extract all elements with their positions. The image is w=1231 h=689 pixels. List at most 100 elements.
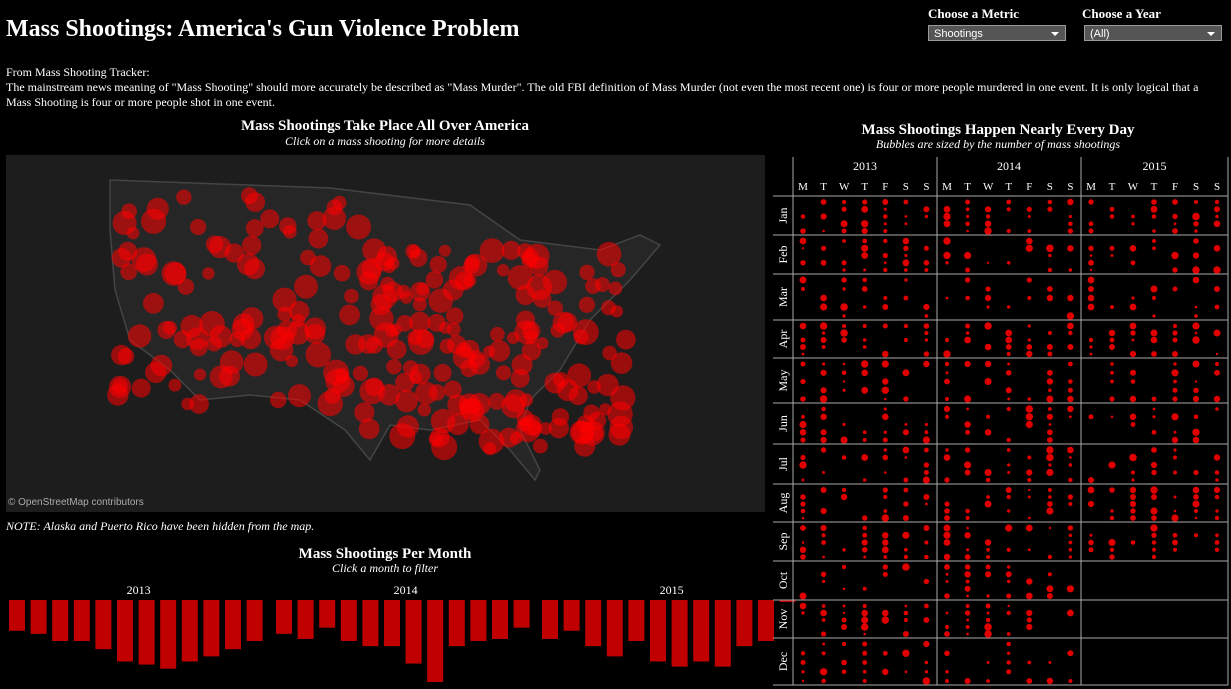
- day-bubble[interactable]: [943, 454, 951, 461]
- day-bubble[interactable]: [1088, 199, 1094, 205]
- day-bubble[interactable]: [984, 469, 992, 476]
- shooting-bubble[interactable]: [243, 352, 268, 377]
- day-bubble[interactable]: [1131, 222, 1135, 226]
- bar[interactable]: [138, 600, 155, 665]
- day-bubble[interactable]: [1026, 350, 1033, 358]
- day-bubble[interactable]: [1087, 303, 1095, 311]
- day-bubble[interactable]: [965, 515, 970, 521]
- day-bubble[interactable]: [1067, 405, 1074, 413]
- shooting-bubble[interactable]: [469, 354, 490, 375]
- day-bubble[interactable]: [1026, 469, 1033, 476]
- day-bubble[interactable]: [944, 593, 950, 599]
- day-bubble[interactable]: [820, 213, 827, 220]
- day-bubble[interactable]: [842, 548, 846, 552]
- day-bubble[interactable]: [1110, 415, 1114, 419]
- day-bubble[interactable]: [1130, 330, 1136, 336]
- day-bubble[interactable]: [1109, 344, 1115, 350]
- day-bubble[interactable]: [861, 623, 869, 631]
- day-bubble[interactable]: [1088, 228, 1094, 234]
- day-bubble[interactable]: [925, 502, 928, 506]
- shooting-bubble[interactable]: [409, 370, 423, 385]
- day-bubble[interactable]: [1067, 294, 1074, 302]
- day-bubble[interactable]: [862, 660, 868, 665]
- day-bubble[interactable]: [862, 641, 868, 647]
- bar[interactable]: [73, 600, 90, 641]
- shooting-bubble[interactable]: [579, 264, 595, 280]
- day-bubble[interactable]: [883, 214, 888, 219]
- day-bubble[interactable]: [924, 268, 929, 272]
- day-bubble[interactable]: [1192, 436, 1200, 444]
- day-bubble[interactable]: [799, 461, 807, 469]
- day-bubble[interactable]: [903, 337, 909, 343]
- bar[interactable]: [203, 600, 220, 657]
- day-bubble[interactable]: [904, 268, 908, 272]
- day-bubble[interactable]: [1048, 388, 1052, 393]
- day-bubble[interactable]: [822, 471, 826, 474]
- day-bubble[interactable]: [1088, 286, 1094, 292]
- day-bubble[interactable]: [902, 531, 910, 539]
- shooting-bubble[interactable]: [447, 394, 469, 416]
- day-bubble[interactable]: [1066, 312, 1075, 320]
- day-bubble[interactable]: [1152, 229, 1156, 233]
- bar[interactable]: [427, 600, 444, 682]
- day-bubble[interactable]: [821, 631, 827, 637]
- day-bubble[interactable]: [1110, 305, 1114, 309]
- day-bubble[interactable]: [1151, 494, 1157, 500]
- day-bubble[interactable]: [1068, 361, 1073, 367]
- day-bubble[interactable]: [1046, 593, 1053, 599]
- shooting-bubble[interactable]: [324, 388, 341, 404]
- day-bubble[interactable]: [1027, 215, 1031, 218]
- day-bubble[interactable]: [861, 539, 868, 546]
- day-bubble[interactable]: [1069, 415, 1072, 419]
- bar[interactable]: [276, 600, 292, 634]
- day-bubble[interactable]: [986, 594, 990, 598]
- day-bubble[interactable]: [882, 532, 889, 539]
- day-bubble[interactable]: [923, 494, 930, 500]
- day-bubble[interactable]: [842, 388, 846, 392]
- day-bubble[interactable]: [903, 487, 909, 493]
- shooting-bubble[interactable]: [354, 402, 375, 423]
- day-bubble[interactable]: [1088, 221, 1094, 227]
- bar[interactable]: [542, 600, 558, 639]
- day-bubble[interactable]: [840, 220, 848, 228]
- day-bubble[interactable]: [1068, 379, 1073, 384]
- day-bubble[interactable]: [966, 548, 970, 552]
- day-bubble[interactable]: [1152, 239, 1156, 243]
- day-bubble[interactable]: [924, 603, 929, 609]
- day-bubble[interactable]: [1214, 547, 1220, 552]
- shooting-bubble[interactable]: [415, 381, 438, 405]
- day-bubble[interactable]: [945, 611, 949, 615]
- day-bubble[interactable]: [861, 244, 869, 252]
- bar[interactable]: [297, 600, 314, 639]
- day-bubble[interactable]: [1194, 229, 1198, 233]
- shooting-bubble[interactable]: [553, 372, 569, 388]
- day-bubble[interactable]: [1068, 555, 1072, 559]
- day-bubble[interactable]: [1006, 641, 1011, 647]
- day-bubble[interactable]: [1047, 331, 1052, 335]
- day-bubble[interactable]: [821, 651, 826, 656]
- day-bubble[interactable]: [1172, 532, 1178, 538]
- day-bubble[interactable]: [841, 659, 847, 666]
- day-bubble[interactable]: [1194, 305, 1198, 309]
- shooting-bubble[interactable]: [510, 368, 530, 388]
- day-bubble[interactable]: [1068, 463, 1073, 467]
- shooting-bubble[interactable]: [610, 352, 633, 374]
- day-bubble[interactable]: [923, 260, 930, 266]
- day-bubble[interactable]: [801, 679, 805, 683]
- day-bubble[interactable]: [861, 547, 868, 553]
- day-bubble[interactable]: [924, 422, 929, 427]
- day-bubble[interactable]: [923, 640, 930, 648]
- day-bubble[interactable]: [903, 477, 909, 483]
- day-bubble[interactable]: [883, 267, 888, 273]
- day-bubble[interactable]: [1213, 486, 1221, 494]
- day-bubble[interactable]: [984, 500, 992, 508]
- day-bubble[interactable]: [924, 554, 929, 560]
- day-bubble[interactable]: [820, 387, 827, 394]
- day-bubble[interactable]: [800, 494, 806, 500]
- day-bubble[interactable]: [862, 277, 867, 283]
- day-bubble[interactable]: [1027, 229, 1032, 233]
- day-bubble[interactable]: [1171, 369, 1179, 377]
- day-bubble[interactable]: [984, 378, 992, 385]
- day-bubble[interactable]: [801, 414, 805, 419]
- day-bubble[interactable]: [1046, 413, 1053, 420]
